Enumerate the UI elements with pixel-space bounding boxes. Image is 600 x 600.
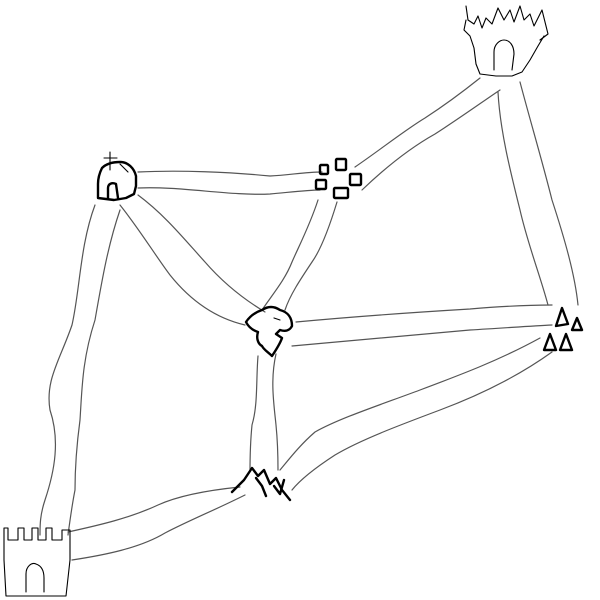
road-church-castle-start[interactable]: [39, 204, 121, 536]
castle-tower-icon[interactable]: [463, 5, 549, 77]
road-castle-top-forest[interactable]: [497, 81, 579, 306]
road-center-mountain[interactable]: [249, 353, 279, 473]
roads: [39, 77, 579, 561]
road-forest-mountain[interactable]: [279, 337, 553, 491]
pine-trees-icon[interactable]: [542, 306, 584, 352]
road-village-castle-top[interactable]: [354, 77, 501, 191]
church-icon[interactable]: [96, 151, 138, 202]
monster-head-icon[interactable]: [244, 305, 294, 358]
road-church-center[interactable]: [119, 194, 266, 326]
road-village-center[interactable]: [261, 199, 338, 311]
road-mountain-castle-start[interactable]: [67, 486, 246, 561]
road-center-forest[interactable]: [291, 304, 553, 347]
castle-gate-icon[interactable]: [3, 527, 71, 597]
road-church-village[interactable]: [137, 170, 323, 195]
village-houses-icon[interactable]: [314, 157, 363, 200]
mountain-icon[interactable]: [230, 466, 292, 502]
